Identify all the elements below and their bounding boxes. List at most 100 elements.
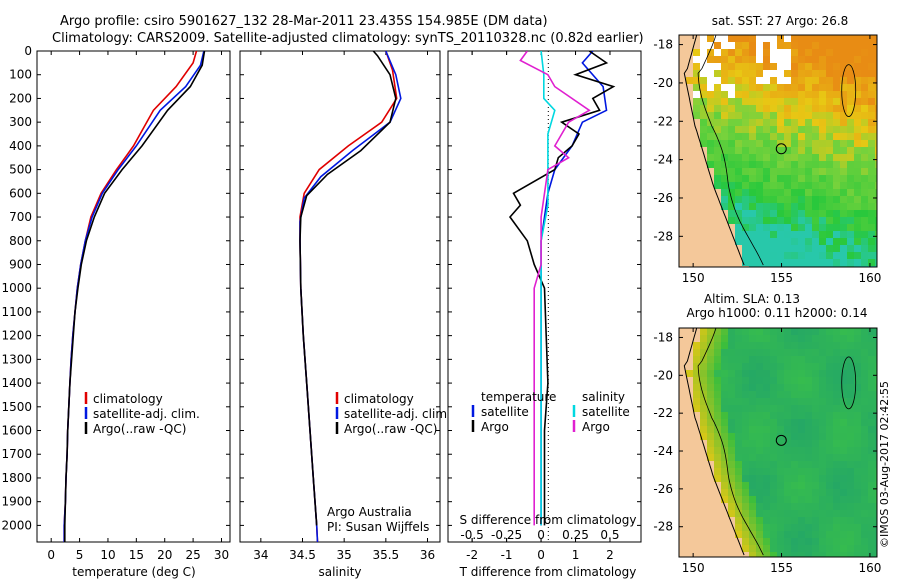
map-cell bbox=[679, 454, 687, 462]
figure-title-line1: Argo profile: csiro 5901627_132 28-Mar-2… bbox=[60, 14, 548, 29]
map-cell bbox=[812, 98, 820, 106]
map-cell bbox=[826, 105, 834, 113]
map-cell bbox=[840, 391, 848, 399]
map-cell bbox=[721, 112, 729, 120]
map-cell bbox=[721, 133, 729, 141]
map-cell bbox=[728, 259, 736, 267]
map-cell bbox=[693, 98, 701, 106]
map-cell bbox=[798, 238, 806, 246]
map-cell bbox=[784, 49, 792, 57]
map-cell bbox=[812, 238, 820, 246]
map-cell bbox=[763, 412, 771, 420]
map-cell bbox=[742, 175, 750, 183]
map-cell bbox=[763, 210, 771, 218]
map-cell bbox=[707, 475, 715, 483]
map-cell bbox=[784, 370, 792, 378]
map-cell bbox=[728, 77, 736, 85]
map-cell bbox=[840, 475, 848, 483]
map-cell bbox=[819, 496, 827, 504]
map-cell bbox=[826, 370, 834, 378]
map-cell bbox=[826, 189, 834, 197]
map-cell bbox=[875, 126, 877, 134]
map-cell bbox=[693, 328, 701, 336]
map-cell bbox=[812, 42, 820, 50]
map-cell bbox=[728, 245, 736, 253]
map-cell bbox=[714, 384, 722, 392]
map-cell bbox=[693, 342, 701, 350]
map-cell bbox=[679, 210, 687, 218]
s-difference-tick-label: 0.25 bbox=[562, 528, 589, 542]
map-cell bbox=[812, 468, 820, 476]
map-cell bbox=[819, 63, 827, 71]
map-cell bbox=[714, 328, 722, 336]
map-cell bbox=[868, 538, 876, 546]
map-cell bbox=[840, 154, 848, 162]
map-cell bbox=[805, 328, 813, 336]
map-cell bbox=[833, 496, 841, 504]
map-cell bbox=[791, 489, 799, 497]
map-cell bbox=[777, 468, 785, 476]
map-cell bbox=[833, 70, 841, 78]
map-cell bbox=[798, 377, 806, 385]
map-cell bbox=[707, 531, 715, 539]
map-cell bbox=[798, 328, 806, 336]
map-cell bbox=[833, 405, 841, 413]
map-cell bbox=[707, 398, 715, 406]
map-cell bbox=[770, 42, 778, 50]
map-cell bbox=[777, 168, 785, 176]
map-cell bbox=[854, 196, 862, 204]
map-cell bbox=[721, 42, 729, 50]
map-cell bbox=[875, 349, 877, 357]
map-cell bbox=[798, 426, 806, 434]
map-cell bbox=[686, 510, 694, 518]
map-cell bbox=[861, 503, 869, 511]
map-cell bbox=[875, 175, 877, 183]
map-cell bbox=[707, 154, 715, 162]
map-cell bbox=[707, 349, 715, 357]
map-cell bbox=[868, 189, 876, 197]
map-cell bbox=[833, 189, 841, 197]
map-cell bbox=[819, 91, 827, 99]
map-cell bbox=[826, 461, 834, 469]
map-cell bbox=[777, 231, 785, 239]
map-cell bbox=[861, 335, 869, 343]
map-cell bbox=[777, 105, 785, 113]
map-cell bbox=[826, 412, 834, 420]
map-cell bbox=[840, 545, 848, 553]
map-cell bbox=[875, 440, 877, 448]
map-cell bbox=[686, 210, 694, 218]
map-cell bbox=[763, 377, 771, 385]
map-cell bbox=[861, 496, 869, 504]
map-cell bbox=[840, 259, 848, 267]
map-cell bbox=[854, 217, 862, 225]
map-cell bbox=[847, 405, 855, 413]
map-cell bbox=[777, 91, 785, 99]
map-cell bbox=[777, 419, 785, 427]
map-cell bbox=[777, 328, 785, 336]
map-cell bbox=[798, 398, 806, 406]
map-cell bbox=[784, 524, 792, 532]
map-cell bbox=[735, 217, 743, 225]
map-cell bbox=[805, 482, 813, 490]
map-cell bbox=[819, 119, 827, 127]
map-cell bbox=[756, 224, 764, 232]
map-cell bbox=[819, 545, 827, 553]
map-cell bbox=[693, 531, 701, 539]
map-cell bbox=[819, 231, 827, 239]
map-cell bbox=[826, 91, 834, 99]
map-cell bbox=[791, 140, 799, 148]
map-cell bbox=[861, 370, 869, 378]
map-cell bbox=[721, 98, 729, 106]
map-cell bbox=[805, 35, 813, 43]
map-cell bbox=[854, 398, 862, 406]
map-cell bbox=[805, 356, 813, 364]
map-cell bbox=[847, 412, 855, 420]
map-cell bbox=[875, 98, 877, 106]
map-cell bbox=[847, 63, 855, 71]
map-cell bbox=[721, 175, 729, 183]
map-cell bbox=[700, 433, 708, 441]
map-cell bbox=[728, 384, 736, 392]
map-cell bbox=[833, 370, 841, 378]
map-cell bbox=[812, 231, 820, 239]
map-cell bbox=[749, 419, 757, 427]
